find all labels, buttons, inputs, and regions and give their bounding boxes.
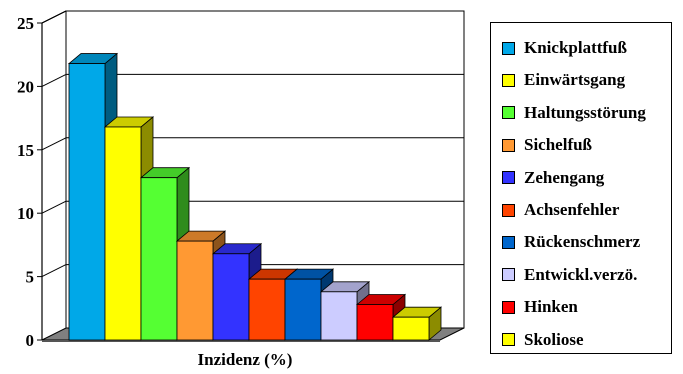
legend-swatch — [502, 268, 515, 282]
y-tick-label: 0 — [26, 331, 35, 350]
bar-front — [248, 278, 286, 341]
gridline-side — [41, 200, 67, 214]
gridline-side — [41, 137, 67, 151]
bar-front — [140, 177, 178, 341]
bar-chart: 0 5 10 15 20 25 Inzidenz (%) — [17, 10, 465, 369]
bar-front — [284, 278, 322, 341]
legend-label: Einwärtsgang — [524, 70, 626, 90]
legend-item: Zehengang — [502, 167, 605, 187]
legend-swatch — [502, 138, 515, 152]
legend-item: Haltungsstörung — [502, 102, 646, 122]
bar-front — [68, 63, 106, 341]
gridline-side — [41, 264, 67, 278]
legend-swatch — [502, 235, 515, 249]
legend-label: Hinken — [524, 297, 578, 317]
legend-item: Sichelfuß — [502, 135, 593, 155]
y-tick-labels: 0 5 10 15 20 25 — [17, 14, 34, 350]
y-tick-label: 20 — [17, 77, 34, 96]
y-tick-label: 25 — [17, 14, 34, 33]
bar-front — [356, 304, 394, 341]
legend-item: Skoliose — [502, 329, 584, 349]
legend-label: Zehengang — [524, 167, 605, 187]
legend-item: Knickplattfuß — [502, 38, 627, 57]
y-tick-label: 5 — [26, 268, 35, 287]
bar-6 — [247, 268, 299, 341]
legend-swatch — [502, 300, 515, 314]
bar-front — [176, 240, 214, 341]
y-axis-top — [41, 10, 67, 24]
legend-item: Achsenfehler — [502, 200, 620, 219]
legend-swatch — [502, 333, 515, 347]
legend-label: Achsenfehler — [524, 200, 620, 219]
legend-item: Rückenschmerz — [502, 232, 641, 252]
legend: Knickplattfuß Einwärtsgang Haltungsstörung… — [490, 22, 672, 354]
legend-swatch — [502, 203, 515, 217]
bar-front — [212, 253, 250, 341]
legend-label: Entwickl.verzö. — [524, 264, 638, 284]
legend-swatch — [502, 41, 515, 55]
bar-front — [320, 291, 358, 341]
floor-edge — [42, 340, 440, 342]
legend-item: Hinken — [502, 297, 578, 317]
x-axis-label: Inzidenz (%) — [198, 350, 293, 369]
gridline-side — [41, 73, 67, 87]
bar-front — [392, 316, 430, 341]
legend-item: Einwärtsgang — [502, 70, 626, 90]
legend-label: Rückenschmerz — [524, 232, 641, 252]
legend-label: Haltungsstörung — [524, 102, 646, 122]
legend-label: Knickplattfuß — [524, 38, 627, 57]
legend-swatch — [502, 73, 515, 87]
bar-front — [104, 126, 142, 341]
y-tick-label: 10 — [17, 204, 34, 223]
bar-10 — [391, 306, 443, 341]
legend-swatch — [502, 106, 515, 120]
y-tick-label: 15 — [17, 141, 34, 160]
legend-item: Entwickl.verzö. — [502, 264, 638, 284]
legend-label: Skoliose — [524, 329, 584, 349]
bars — [67, 52, 443, 341]
legend-label: Sichelfuß — [524, 135, 593, 155]
legend-swatch — [502, 171, 515, 185]
